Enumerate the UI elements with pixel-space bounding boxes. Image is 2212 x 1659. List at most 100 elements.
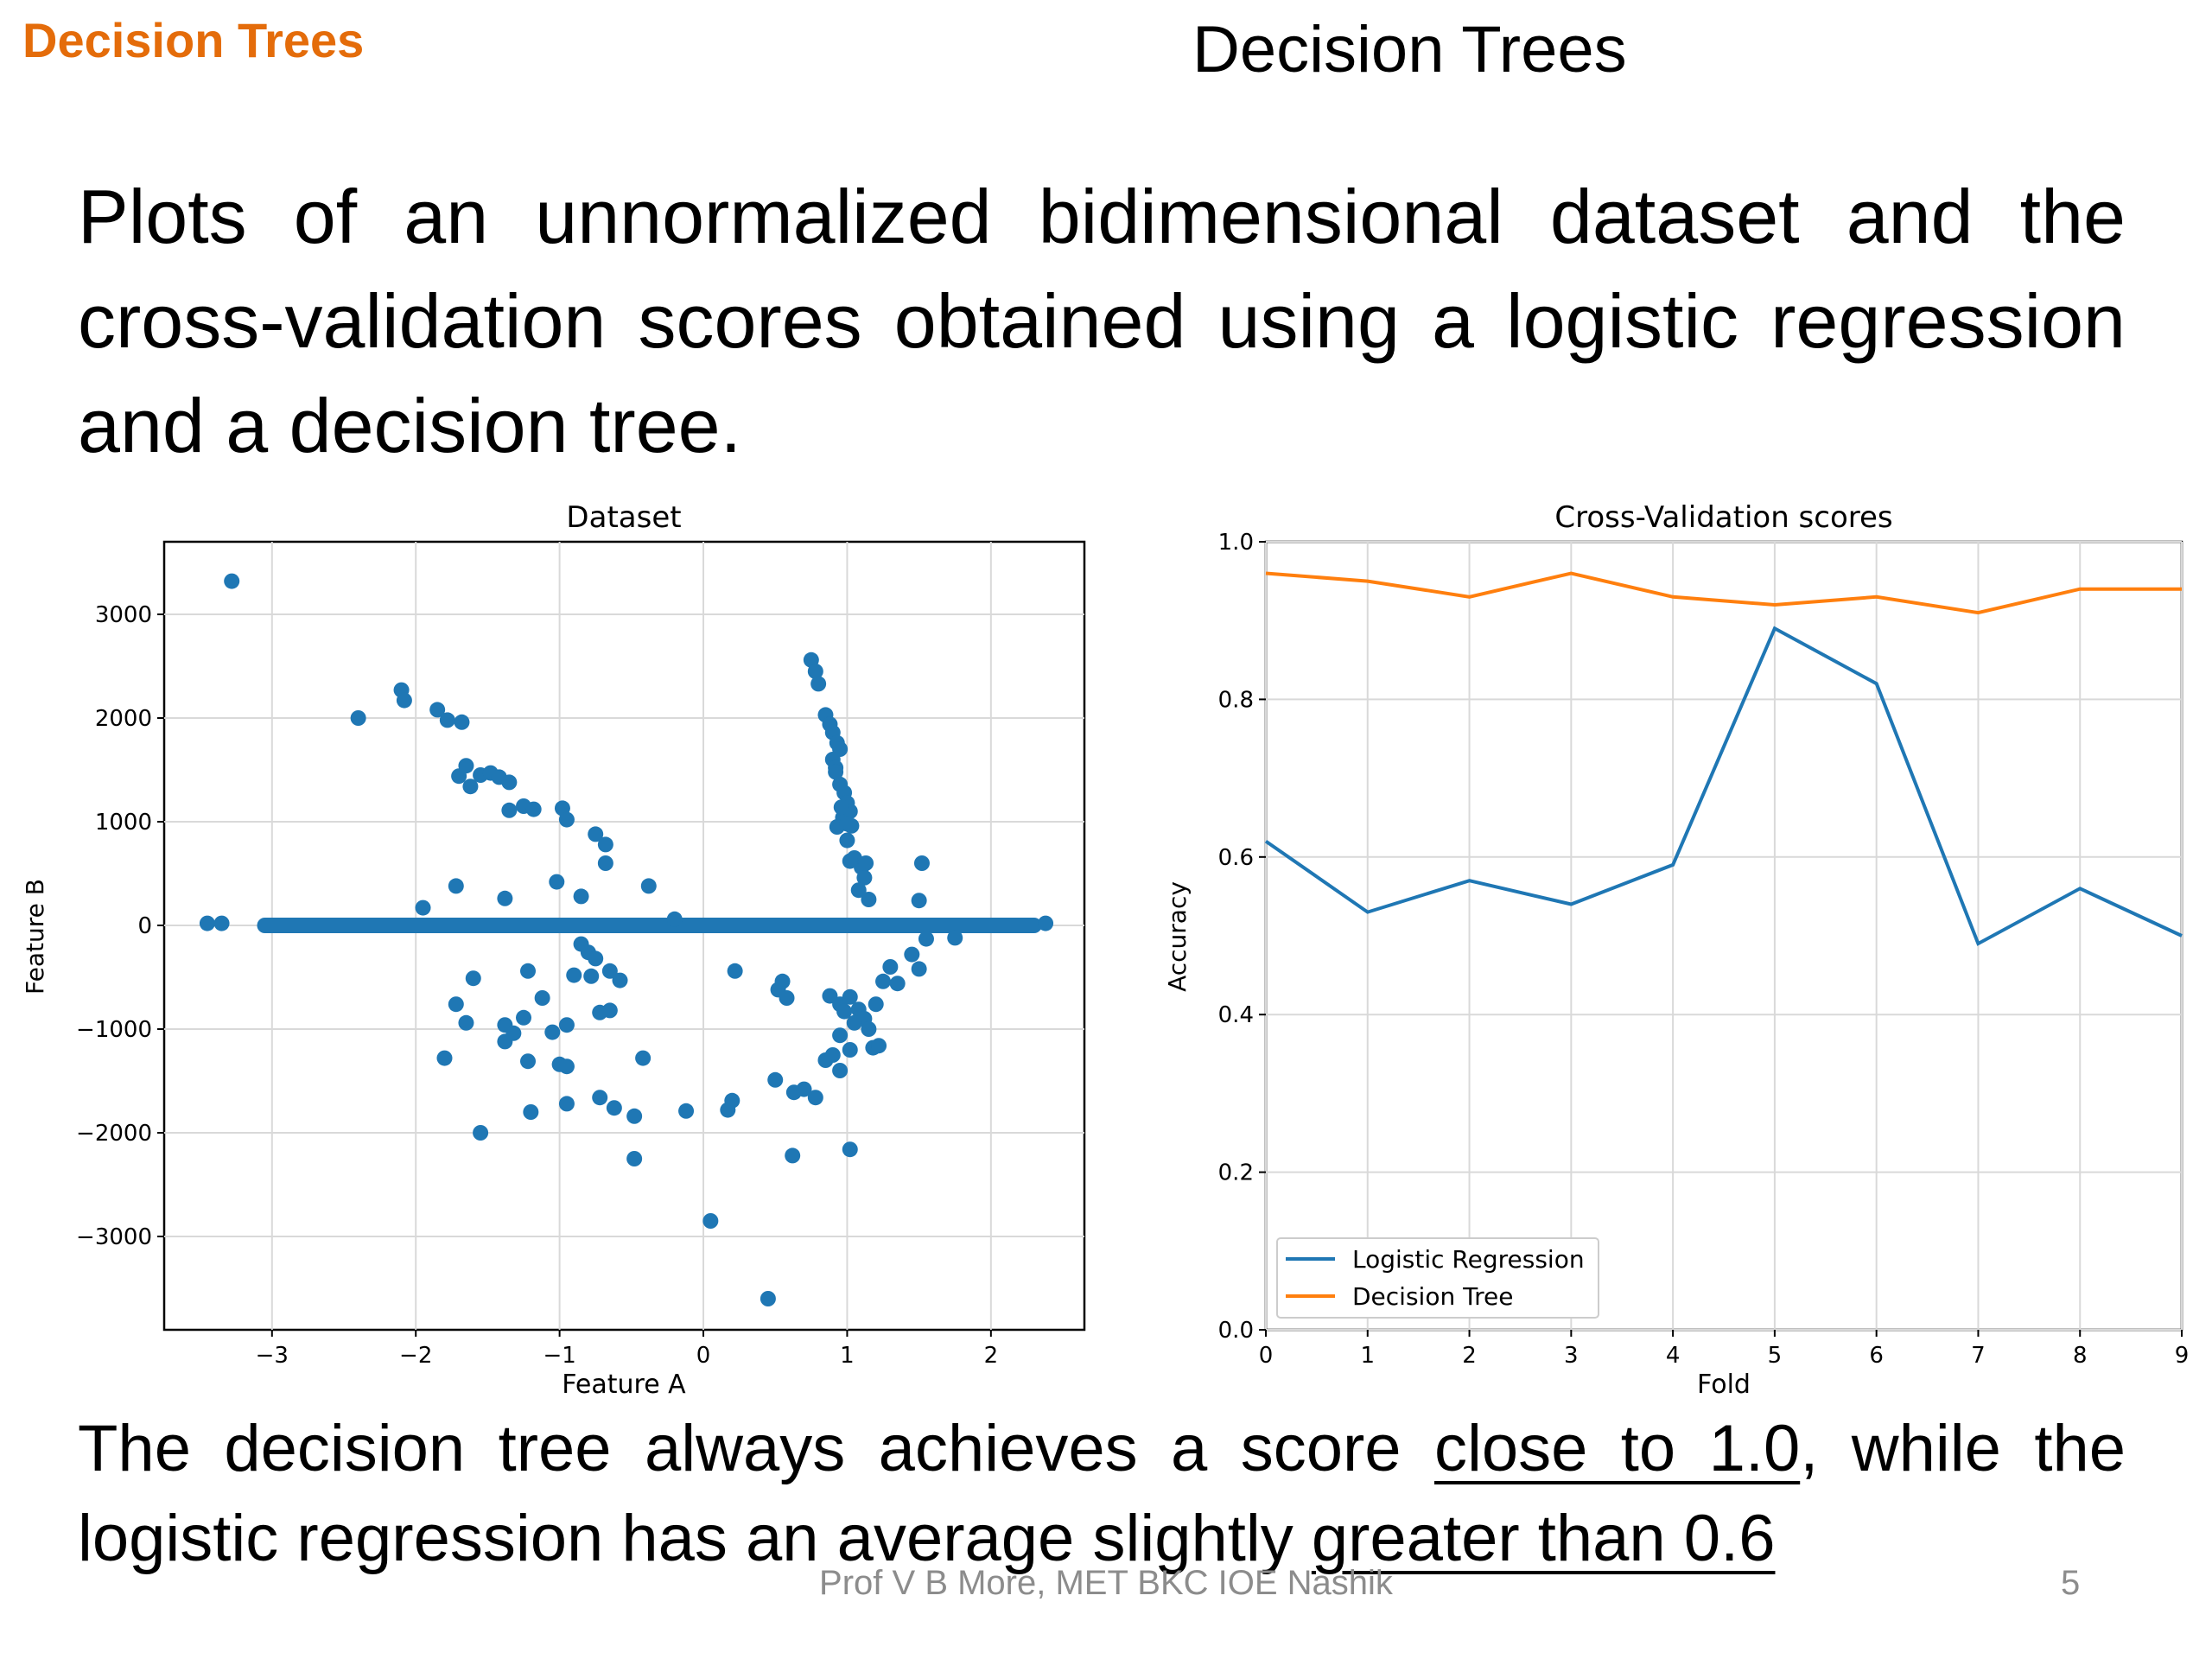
line-ylabel: Accuracy (1163, 881, 1192, 992)
scatter-ytick-label: 3000 (95, 602, 152, 628)
line-xtick-label: 5 (1768, 1343, 1783, 1369)
scatter-point (558, 1017, 575, 1033)
scatter-point (454, 714, 470, 730)
scatter-point (904, 946, 920, 963)
scatter-point (767, 1071, 784, 1088)
line-xtick-label: 9 (2175, 1343, 2190, 1369)
scatter-point (810, 676, 827, 692)
scatter-point (833, 799, 849, 816)
scatter-point (396, 692, 412, 709)
line-ytick-label: 1.0 (1218, 530, 1254, 556)
scatter-point (836, 1003, 853, 1020)
scatter-point (516, 1009, 532, 1026)
scatter-point (828, 764, 844, 780)
line-xtick-label: 0 (1259, 1343, 1274, 1369)
scatter-point (842, 853, 858, 869)
scatter-point (448, 996, 464, 1013)
scatter-point (666, 911, 683, 927)
scatter-point (534, 990, 550, 1006)
scatter-point (497, 890, 513, 906)
scatter-point (889, 976, 906, 992)
scatter-point (850, 882, 867, 899)
slide-title: Decision Trees (1192, 13, 1627, 86)
scatter-ylabel: Feature B (21, 879, 49, 995)
scatter-point (501, 802, 518, 818)
line-xtick-label: 4 (1666, 1343, 1681, 1369)
line-xlabel: Fold (1697, 1370, 1751, 1400)
conclusion-text-1: The decision tree always achieves a scor… (78, 1412, 1434, 1485)
scatter-point (785, 1147, 801, 1164)
scatter-point (875, 973, 892, 989)
page-number: 5 (2061, 1564, 2081, 1602)
line-xtick-label: 6 (1869, 1343, 1884, 1369)
scatter-point (868, 996, 884, 1013)
scatter-point (458, 1014, 474, 1031)
series-line-logistic-regression (1264, 626, 2183, 946)
scatter-point (592, 1090, 608, 1106)
scatter-xtick-label: −2 (399, 1343, 432, 1369)
scatter-point (523, 1104, 539, 1120)
scatter-xtick-label: 0 (696, 1343, 711, 1369)
scatter-point (558, 1096, 575, 1112)
scatter-point (635, 1050, 652, 1066)
scatter-point (597, 855, 613, 871)
scatter-point (911, 893, 927, 909)
scatter-point (520, 1053, 537, 1070)
scatter-point (839, 816, 855, 832)
conclusion-text-2: , while the logistic regression has an a… (78, 1412, 2126, 1575)
line-ytick-label: 0.4 (1218, 1002, 1254, 1028)
scatter-xtick-label: 2 (984, 1343, 999, 1369)
footer-credit: Prof V B More, MET BKC IOE Nashik (819, 1564, 1393, 1602)
scatter-xtick-label: −3 (256, 1343, 289, 1369)
scatter-xtick-label: 1 (840, 1343, 855, 1369)
scatter-point (612, 972, 628, 988)
line-ytick-label: 0.2 (1218, 1160, 1254, 1186)
scatter-point (520, 963, 537, 979)
line-xtick-label: 1 (1361, 1343, 1376, 1369)
scatter-point (918, 931, 934, 947)
scatter-point (858, 855, 874, 871)
scatter-point (861, 1021, 877, 1037)
line-ytick-label: 0.0 (1218, 1318, 1254, 1344)
scatter-point (544, 1024, 561, 1040)
scatter-xlabel: Feature A (562, 1370, 686, 1400)
conclusion-highlight-2: greater than 0.6 (1311, 1502, 1776, 1575)
charts-area: −3 −2 −1 0 1 2 −3000 −2000 −1000 0 1000 2000 3000 Da… (21, 500, 2190, 1400)
scatter-point (913, 855, 930, 871)
scatter-point (861, 892, 877, 907)
scatter-point (842, 988, 858, 1005)
scatter-point (601, 1002, 618, 1019)
scatter-point (350, 710, 366, 726)
scatter-point (439, 712, 455, 728)
scatter-point (724, 1092, 741, 1109)
scatter-point (583, 968, 600, 984)
line-xtick-label: 3 (1564, 1343, 1579, 1369)
scatter-xtick-label: −1 (543, 1343, 575, 1369)
scatter-point (606, 1100, 622, 1116)
scatter-point (525, 801, 542, 817)
scatter-point (796, 1081, 812, 1097)
scatter-point (871, 1038, 887, 1054)
scatter-point (882, 959, 899, 975)
scatter-point (832, 1027, 849, 1044)
scatter-point (448, 878, 464, 894)
scatter-point (640, 878, 657, 894)
scatter-point (465, 970, 481, 987)
scatter-point (1038, 915, 1054, 931)
line-ytick-label: 0.6 (1218, 845, 1254, 871)
legend-label-logistic-regression: Logistic Regression (1352, 1245, 1585, 1274)
scatter-point (415, 899, 431, 916)
scatter-point (473, 1125, 489, 1141)
scatter-point (626, 1108, 643, 1124)
legend: Logistic Regression Decision Tree (1276, 1237, 1599, 1319)
scatter-ytick-label: 0 (137, 913, 152, 939)
scatter-ytick-label: −2000 (76, 1121, 152, 1147)
scatter-point (947, 930, 963, 946)
scatter-point (458, 758, 474, 774)
scatter-point (856, 869, 873, 886)
scatter-point (597, 836, 613, 853)
scatter-point (842, 1042, 858, 1058)
scatter-point (436, 1050, 453, 1066)
scatter-point (760, 1291, 776, 1306)
line-xtick-label: 2 (1462, 1343, 1477, 1369)
